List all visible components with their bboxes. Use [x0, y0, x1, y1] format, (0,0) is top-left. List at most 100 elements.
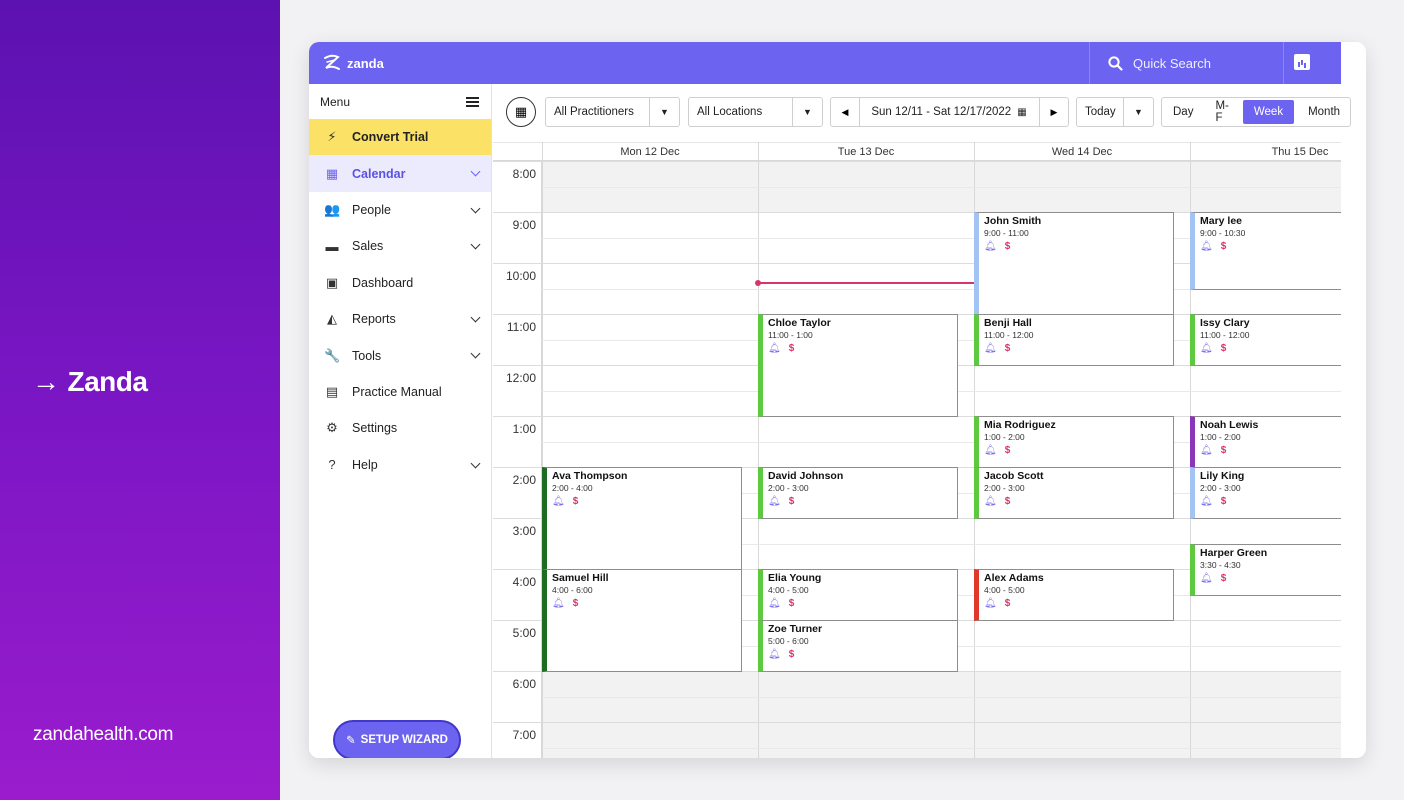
- caret-down-icon[interactable]: ▼: [1123, 98, 1153, 126]
- dollar-icon[interactable]: $: [1004, 598, 1011, 609]
- dollar-icon[interactable]: $: [1004, 241, 1011, 252]
- appointment-card[interactable]: Jacob Scott 2:00 - 3:00 🔔︎ $: [974, 467, 1174, 519]
- bar-chart-icon[interactable]: [1294, 54, 1310, 70]
- appointment-card[interactable]: Mia Rodriguez 1:00 - 2:00 🔔︎ $: [974, 416, 1174, 468]
- appointment-client: Jacob Scott: [984, 470, 1044, 482]
- appointment-card[interactable]: Harper Green 3:30 - 4:30 🔔︎ $: [1190, 543, 1341, 596]
- bell-icon[interactable]: 🔔︎: [768, 343, 781, 354]
- sidebar-item-people[interactable]: 👥 People: [309, 192, 491, 228]
- appointment-card[interactable]: Benji Hall 11:00 - 12:00 🔔︎ $: [974, 314, 1174, 366]
- appointment-card[interactable]: Chloe Taylor 11:00 - 1:00 🔔︎ $: [758, 314, 958, 417]
- appointment-card[interactable]: Samuel Hill 4:00 - 6:00 🔔︎ $: [542, 569, 742, 672]
- bell-icon[interactable]: 🔔︎: [1200, 241, 1213, 252]
- appointment-time: 11:00 - 12:00: [984, 330, 1034, 340]
- appointment-client: Ava Thompson: [552, 470, 628, 482]
- sidebar-item-convert-trial[interactable]: ⚡ Convert Trial: [309, 119, 491, 156]
- appointment-client: Mia Rodriguez: [984, 419, 1056, 431]
- dollar-icon[interactable]: $: [788, 598, 795, 609]
- caret-down-icon[interactable]: ▼: [792, 98, 822, 126]
- sidebar-item-calendar[interactable]: ▦ Calendar: [309, 155, 491, 192]
- sidebar-item-practice-manual[interactable]: ▤ Practice Manual: [309, 374, 491, 410]
- today-select[interactable]: Today ▼: [1076, 97, 1154, 127]
- bell-icon[interactable]: 🔔︎: [1200, 496, 1213, 507]
- appointment-client: Chloe Taylor: [768, 317, 831, 329]
- dollar-icon[interactable]: $: [1220, 572, 1227, 584]
- caret-down-icon[interactable]: ▼: [649, 98, 679, 126]
- view-week-button[interactable]: Week: [1242, 100, 1295, 124]
- dollar-icon[interactable]: $: [1004, 496, 1011, 507]
- appointment-card[interactable]: Alex Adams 4:00 - 5:00 🔔︎ $: [974, 569, 1174, 621]
- hamburger-icon[interactable]: [466, 96, 479, 107]
- sidebar-item-label: Calendar: [352, 166, 406, 181]
- appointment-card[interactable]: Zoe Turner 5:00 - 6:00 🔔︎ $: [758, 620, 958, 672]
- today-label: Today: [1085, 106, 1116, 118]
- view-day-button[interactable]: Day: [1173, 106, 1194, 118]
- zanda-logo[interactable]: zanda: [321, 52, 384, 74]
- appointment-card[interactable]: Noah Lewis 1:00 - 2:00 🔔︎ $: [1190, 416, 1341, 468]
- bell-icon[interactable]: 🔔︎: [768, 496, 781, 507]
- appointment-card[interactable]: John Smith 9:00 - 11:00 🔔︎ $: [974, 212, 1174, 315]
- sidebar-item-settings[interactable]: ⚙ Settings: [309, 410, 491, 446]
- logo-text: zanda: [347, 55, 384, 71]
- dollar-icon[interactable]: $: [788, 343, 795, 354]
- previous-week-button[interactable]: ◀: [830, 97, 860, 127]
- brand-heading: → Zanda: [32, 366, 148, 398]
- locations-select[interactable]: All Locations ▼: [688, 97, 823, 127]
- gear-icon: ⚙: [326, 420, 338, 436]
- sidebar-item-label: Dashboard: [352, 275, 414, 290]
- appointment-card[interactable]: Lily King 2:00 - 3:00 🔔︎ $: [1190, 467, 1341, 519]
- bell-icon[interactable]: 🔔︎: [984, 496, 997, 507]
- practitioners-select[interactable]: All Practitioners ▼: [545, 97, 680, 127]
- menu-label: Menu: [320, 94, 351, 109]
- dollar-icon[interactable]: $: [572, 496, 579, 507]
- day-header: Tue 13 Dec: [758, 142, 974, 161]
- appointment-card[interactable]: Ava Thompson 2:00 - 4:00 🔔︎ $: [542, 467, 742, 570]
- view-mf-button[interactable]: M-F: [1215, 100, 1229, 124]
- appointment-card[interactable]: Elia Young 4:00 - 5:00 🔔︎ $: [758, 569, 958, 621]
- bell-icon[interactable]: 🔔︎: [984, 598, 997, 609]
- sidebar-item-tools[interactable]: 🔧 Tools: [309, 337, 491, 373]
- setup-wizard-button[interactable]: ✎ SETUP WIZARD: [333, 720, 461, 758]
- quick-search[interactable]: Quick Search: [1089, 42, 1284, 84]
- time-label: 11:00: [506, 320, 536, 334]
- bell-icon[interactable]: 🔔︎: [552, 496, 565, 507]
- dollar-icon[interactable]: $: [1220, 445, 1227, 456]
- sidebar-item-dashboard[interactable]: ▣ Dashboard: [309, 265, 491, 301]
- bell-icon[interactable]: 🔔︎: [1200, 445, 1213, 456]
- bell-icon[interactable]: 🔔︎: [984, 241, 997, 252]
- week-calendar-grid: Mon 12 Dec Tue 13 Dec Wed 14 Dec Thu 15 …: [493, 142, 1341, 758]
- dollar-icon[interactable]: $: [1220, 241, 1227, 252]
- sidebar: Menu ⚡ Convert Trial ▦ Calendar 👥 People…: [309, 84, 492, 758]
- view-month-button[interactable]: Month: [1308, 106, 1341, 118]
- bell-icon[interactable]: 🔔︎: [984, 445, 997, 456]
- date-range[interactable]: Sun 12/11 - Sat 12/17/2022 ▦: [859, 97, 1039, 127]
- bell-icon[interactable]: 🔔︎: [1200, 572, 1213, 584]
- dollar-icon[interactable]: $: [572, 598, 579, 609]
- appointment-client: Benji Hall: [984, 317, 1032, 329]
- bell-icon[interactable]: 🔔︎: [552, 598, 565, 609]
- dollar-icon[interactable]: $: [1004, 343, 1011, 354]
- next-week-button[interactable]: ▶: [1039, 97, 1069, 127]
- sidebar-item-reports[interactable]: ◭ Reports: [309, 301, 491, 337]
- dollar-icon[interactable]: $: [1220, 343, 1227, 354]
- calendar-toolbar: ▦ All Practitioners ▼ All Locations ▼ ◀ …: [493, 84, 1351, 142]
- bell-icon[interactable]: 🔔︎: [768, 598, 781, 609]
- appointment-card[interactable]: Issy Clary 11:00 - 12:00 🔔︎ $: [1190, 314, 1341, 366]
- dollar-icon[interactable]: $: [788, 649, 795, 660]
- dollar-icon[interactable]: $: [788, 496, 795, 507]
- appointment-card[interactable]: David Johnson 2:00 - 3:00 🔔︎ $: [758, 467, 958, 519]
- appointment-client: Zoe Turner: [768, 623, 823, 635]
- calendar-picker-button[interactable]: ▦: [506, 97, 536, 127]
- dollar-icon[interactable]: $: [1004, 445, 1011, 456]
- appointment-client: Issy Clary: [1200, 317, 1250, 329]
- sidebar-item-help[interactable]: ? Help: [309, 447, 491, 483]
- document-icon: ▤: [325, 383, 339, 399]
- sidebar-item-sales[interactable]: ▬ Sales: [309, 228, 491, 264]
- caret-left-icon: ◀: [841, 106, 849, 117]
- bell-icon[interactable]: 🔔︎: [768, 649, 781, 660]
- dollar-icon[interactable]: $: [1220, 496, 1227, 507]
- bell-icon[interactable]: 🔔︎: [1200, 343, 1213, 354]
- half-hour-line: [542, 543, 1341, 545]
- bell-icon[interactable]: 🔔︎: [984, 343, 997, 354]
- appointment-card[interactable]: Mary lee 9:00 - 10:30 🔔︎ $: [1190, 212, 1341, 290]
